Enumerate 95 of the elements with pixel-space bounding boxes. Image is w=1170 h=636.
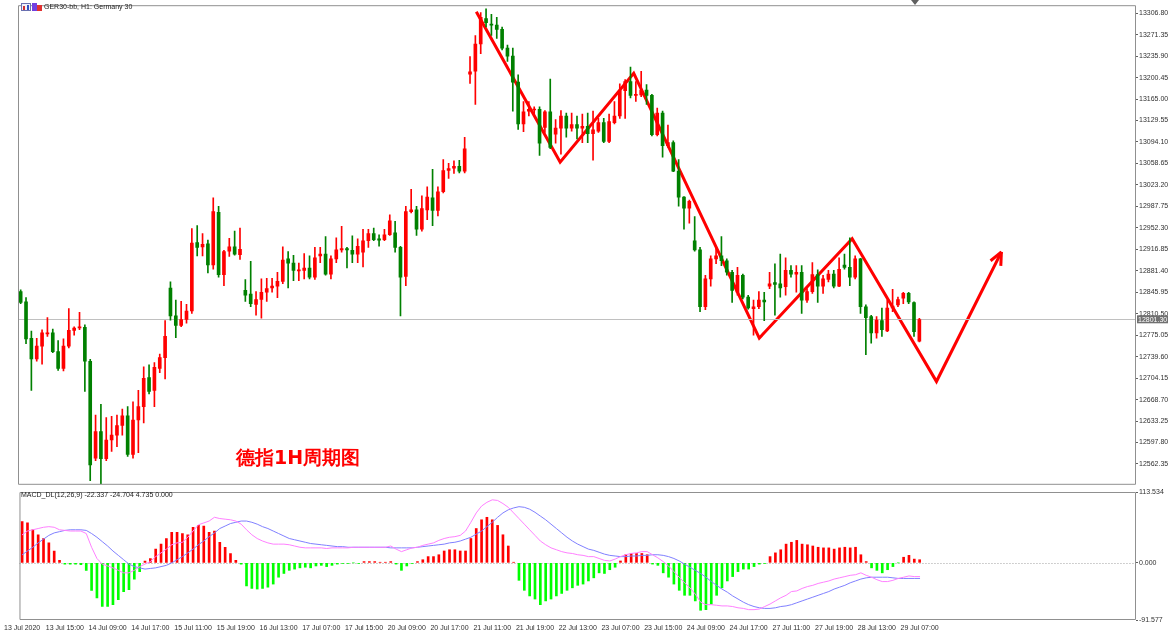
candlestick: [254, 291, 258, 316]
bar: [58, 560, 61, 563]
bar: [555, 563, 558, 597]
bar: [699, 563, 702, 611]
bar: [287, 563, 291, 571]
bar: [106, 563, 109, 607]
bar: [576, 563, 580, 586]
bar: [421, 559, 425, 563]
bar: [870, 563, 873, 569]
bar: [213, 530, 216, 563]
bar: [490, 519, 494, 563]
bar: [432, 556, 435, 563]
bar: [255, 563, 259, 590]
bar: [539, 563, 542, 605]
bar: [603, 563, 606, 574]
bar: [522, 563, 526, 591]
bar: [496, 525, 499, 563]
candlestick: [575, 115, 579, 140]
candlestick: [468, 56, 472, 84]
bar: [747, 563, 751, 570]
candlestick: [345, 247, 349, 269]
bar: [587, 563, 590, 582]
bar: [261, 563, 264, 589]
bar: [245, 563, 248, 587]
bar: [90, 563, 93, 591]
bar: [827, 547, 831, 563]
bar: [795, 540, 799, 563]
bar: [464, 550, 467, 563]
bar: [405, 563, 409, 567]
bar: [774, 552, 777, 563]
bar: [202, 525, 206, 563]
bar: [229, 553, 232, 563]
bar: [458, 550, 462, 563]
bar: [325, 563, 328, 567]
bar: [42, 538, 45, 563]
bar: [442, 550, 446, 563]
candlestick: [248, 261, 253, 308]
bar: [715, 563, 718, 596]
bar: [400, 563, 403, 571]
bar: [303, 563, 307, 568]
bar: [848, 547, 852, 563]
bar: [116, 563, 120, 600]
bar: [822, 547, 825, 563]
bar: [779, 549, 783, 563]
bar: [619, 560, 622, 563]
bar: [309, 563, 312, 569]
candlestick: [714, 247, 718, 265]
bar: [100, 563, 104, 607]
bar: [661, 563, 665, 574]
bar: [571, 563, 574, 589]
bar: [52, 550, 56, 563]
bar: [677, 563, 681, 591]
bar: [918, 559, 921, 563]
bar: [725, 563, 729, 582]
bar: [880, 563, 884, 574]
bar: [806, 544, 809, 563]
bar: [271, 563, 275, 585]
bar: [544, 563, 548, 602]
candlestick: [591, 110, 595, 161]
bar: [170, 531, 174, 563]
bar: [731, 563, 734, 577]
bar: [277, 563, 280, 578]
bar: [84, 563, 88, 571]
bar: [506, 545, 510, 563]
bar: [886, 563, 889, 571]
bar: [122, 563, 125, 592]
bar: [528, 563, 531, 597]
bar: [854, 546, 857, 563]
bar: [474, 528, 478, 563]
bar: [560, 563, 564, 594]
bar: [293, 563, 296, 570]
bar: [811, 545, 815, 563]
bar: [912, 558, 916, 563]
bar: [319, 563, 323, 566]
candlestick: [847, 237, 852, 286]
bar: [608, 563, 612, 571]
bar: [197, 525, 200, 563]
bar: [218, 541, 222, 563]
bar: [31, 529, 35, 563]
bar: [838, 547, 841, 563]
candlestick: [195, 225, 200, 257]
bar: [790, 541, 793, 563]
bar: [165, 538, 168, 563]
candlestick: [227, 238, 232, 257]
bar: [709, 563, 713, 605]
candlestick: [666, 124, 670, 148]
bar: [448, 549, 451, 563]
annotation: 德指1H周期图: [236, 446, 361, 468]
candlestick: [264, 277, 269, 302]
bar: [26, 522, 29, 563]
bar: [592, 563, 596, 579]
bar: [742, 563, 745, 570]
candlestick: [238, 227, 242, 260]
bar: [902, 556, 905, 563]
bar: [480, 519, 483, 563]
